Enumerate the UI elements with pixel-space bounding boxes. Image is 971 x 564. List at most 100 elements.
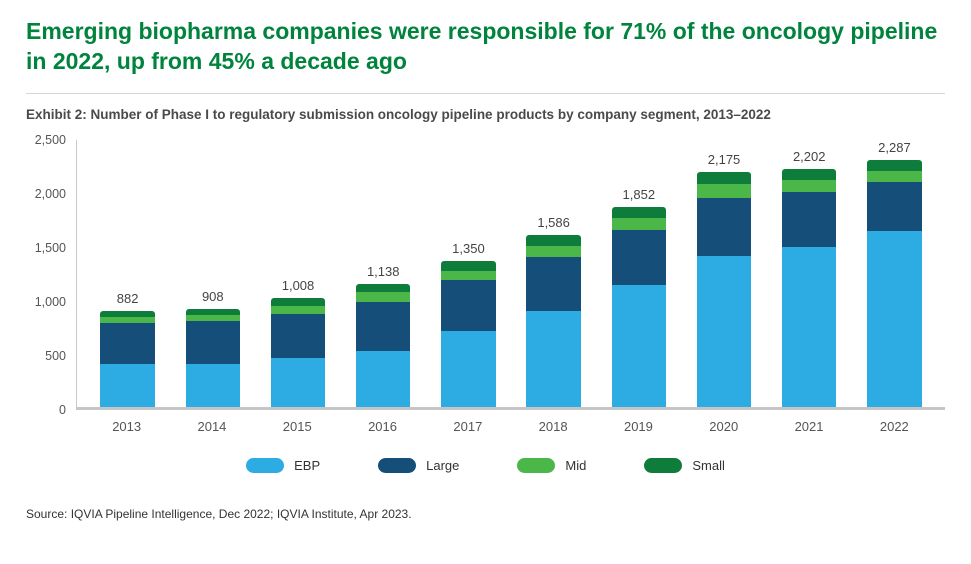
y-axis: 0 500 1,000 1,500 2,000 2,500: [26, 133, 76, 417]
segment-mid[interactable]: [611, 217, 667, 230]
bar-total-label: 1,350: [452, 240, 485, 256]
report-page: Emerging biopharma companies were respon…: [26, 18, 945, 521]
stacked-bar[interactable]: [441, 260, 496, 407]
bar-column-2021[interactable]: 2,202: [767, 140, 852, 407]
segment-large[interactable]: [100, 322, 155, 364]
legend-label: Large: [426, 457, 460, 473]
legend-item-large: Large: [378, 457, 460, 473]
bar-total-label: 908: [201, 288, 224, 304]
legend-swatch-large: [378, 457, 417, 473]
segment-large[interactable]: [696, 198, 752, 256]
stacked-bar[interactable]: [696, 171, 752, 407]
segment-small[interactable]: [781, 168, 837, 180]
segment-ebp[interactable]: [867, 231, 922, 407]
segment-small[interactable]: [185, 308, 241, 315]
bar-column-2013[interactable]: 882: [85, 140, 170, 407]
bar-column-2016[interactable]: 1,138: [341, 140, 426, 407]
segment-mid[interactable]: [270, 305, 326, 314]
segment-ebp[interactable]: [270, 358, 326, 407]
segment-ebp[interactable]: [441, 331, 496, 407]
legend-item-mid: Mid: [517, 457, 587, 473]
segment-small[interactable]: [100, 311, 155, 317]
segment-small[interactable]: [355, 283, 411, 293]
segment-ebp[interactable]: [355, 350, 411, 407]
segment-large[interactable]: [867, 181, 922, 232]
y-tick-label: 2,500: [34, 132, 66, 147]
page-title: Emerging biopharma companies were respon…: [26, 18, 938, 75]
bar-total-label: 1,586: [537, 215, 570, 231]
segment-small[interactable]: [696, 171, 752, 185]
stacked-bar[interactable]: [270, 297, 326, 407]
x-axis-label: 2017: [453, 418, 483, 434]
stacked-bar[interactable]: [611, 206, 667, 407]
bar-total-label: 882: [116, 291, 139, 307]
legend-label: Small: [692, 457, 725, 473]
y-tick-label: 2,000: [34, 186, 66, 201]
x-axis-label: 2020: [709, 418, 739, 434]
segment-ebp[interactable]: [100, 363, 155, 407]
segment-ebp[interactable]: [185, 363, 241, 407]
stacked-bar[interactable]: [781, 168, 837, 407]
legend-swatch-small: [644, 457, 683, 473]
segment-mid[interactable]: [526, 245, 581, 257]
bar-total-label: 2,287: [878, 139, 911, 155]
x-axis-label: 2021: [794, 418, 824, 434]
segment-ebp[interactable]: [781, 246, 837, 407]
stacked-bar[interactable]: [526, 235, 581, 407]
legend-label: EBP: [294, 457, 321, 473]
stacked-bar[interactable]: [100, 311, 155, 407]
bar-column-2017[interactable]: 1,350: [426, 140, 511, 407]
x-axis-label: 2016: [368, 418, 397, 434]
segment-small[interactable]: [270, 297, 326, 306]
bar-total-label: 2,175: [707, 151, 741, 167]
bar-column-2015[interactable]: 1,008: [255, 140, 340, 407]
x-axis-label: 2014: [197, 418, 227, 434]
segment-mid[interactable]: [355, 292, 411, 302]
legend-swatch-mid: [517, 457, 556, 473]
segment-mid[interactable]: [100, 316, 155, 323]
stacked-bar[interactable]: [355, 283, 411, 407]
x-axis-label: 2018: [538, 418, 568, 434]
bar-column-2014[interactable]: 908: [170, 140, 255, 407]
segment-small[interactable]: [867, 159, 922, 171]
stacked-bar[interactable]: [867, 159, 922, 407]
source-note: Source: IQVIA Pipeline Intelligence, Dec…: [26, 506, 412, 521]
segment-ebp[interactable]: [526, 310, 581, 407]
legend-label: Mid: [565, 457, 587, 473]
chart-legend: EBP Large Mid Small: [26, 457, 945, 473]
bar-column-2019[interactable]: 1,852: [596, 140, 681, 407]
segment-mid[interactable]: [781, 179, 837, 192]
bar-total-label: 1,008: [281, 277, 315, 293]
plot-area: 882 908 1,008 1,138 1,350 1,586 1,852 2,175 2,20…: [76, 139, 945, 410]
segment-large[interactable]: [526, 256, 581, 311]
segment-ebp[interactable]: [696, 255, 752, 407]
bar-column-2018[interactable]: 1,586: [511, 140, 596, 407]
stacked-bar[interactable]: [185, 308, 241, 407]
legend-item-ebp: EBP: [246, 457, 321, 473]
segment-small[interactable]: [441, 260, 496, 271]
segment-small[interactable]: [526, 235, 581, 246]
segment-mid[interactable]: [696, 184, 752, 199]
segment-ebp[interactable]: [611, 284, 667, 407]
y-tick-label: 0: [59, 402, 66, 417]
legend-item-small: Small: [644, 457, 725, 473]
bar-total-label: 2,202: [792, 148, 826, 164]
segment-large[interactable]: [611, 229, 667, 285]
y-tick-label: 1,500: [34, 240, 66, 255]
y-tick-label: 1,000: [34, 294, 66, 309]
segment-small[interactable]: [611, 206, 667, 218]
bar-column-2022[interactable]: 2,287: [852, 140, 937, 407]
bar-total-label: 1,138: [366, 263, 400, 279]
segment-large[interactable]: [355, 301, 411, 351]
segment-mid[interactable]: [867, 170, 922, 182]
segment-mid[interactable]: [441, 270, 496, 281]
stacked-bar-chart: 0 500 1,000 1,500 2,000 2,500 882 908 1,008 1,13…: [26, 133, 945, 473]
x-axis-label: 2013: [112, 418, 142, 434]
segment-large[interactable]: [185, 321, 241, 364]
segment-large[interactable]: [781, 191, 837, 247]
segment-large[interactable]: [270, 313, 326, 359]
segment-large[interactable]: [441, 280, 496, 332]
bar-column-2020[interactable]: 2,175: [681, 140, 766, 407]
exhibit-caption: Exhibit 2: Number of Phase I to regulato…: [26, 106, 771, 122]
segment-mid[interactable]: [185, 314, 241, 322]
